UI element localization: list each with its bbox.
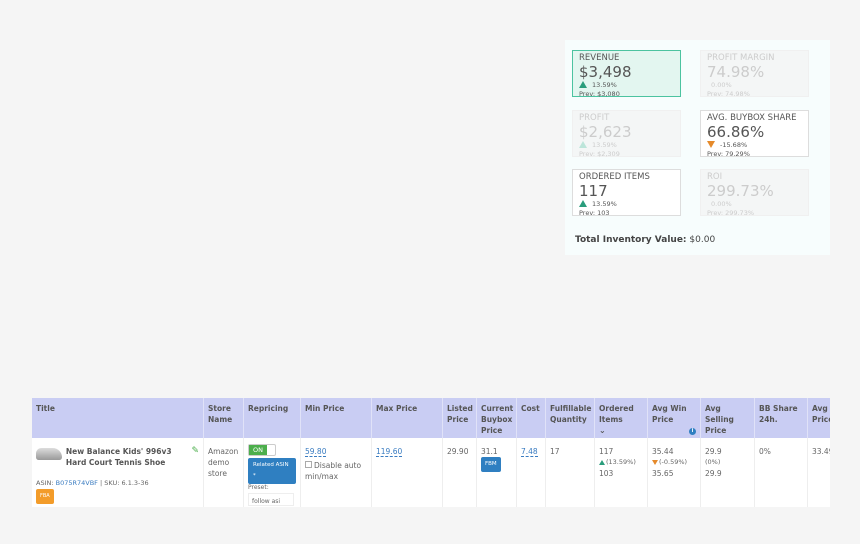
- card-prev: Prev: $3,080: [579, 90, 620, 98]
- card-value: $2,623: [579, 123, 632, 141]
- column-header-repricing[interactable]: Repricing: [244, 398, 301, 438]
- max-price-link[interactable]: 119.60: [376, 447, 403, 457]
- repricing-toggle[interactable]: ON: [248, 444, 276, 456]
- column-header-min-price[interactable]: Min Price: [301, 398, 372, 438]
- cell-listed-price: 29.90: [443, 438, 477, 507]
- cell-max-price: 119.60: [372, 438, 443, 507]
- column-header-current-buybox-price[interactable]: Current Buybox Price: [477, 398, 517, 438]
- stat-card-profit[interactable]: PROFIT $2,623 13.59% Prev: $2,309: [572, 110, 681, 158]
- card-value: 299.73%: [707, 182, 774, 200]
- product-thumbnail: [36, 448, 62, 460]
- preset-select[interactable]: follow asi: [248, 493, 294, 506]
- card-prev: Prev: 103: [579, 209, 610, 217]
- column-header-store-name[interactable]: Store Name: [204, 398, 244, 438]
- card-value: 66.86%: [707, 123, 765, 141]
- cell-title: New Balance Kids' 996v3 Hard Court Tenni…: [32, 438, 204, 507]
- card-label: PROFIT MARGIN: [707, 53, 775, 63]
- cost-link[interactable]: 7.48: [521, 447, 538, 457]
- info-icon[interactable]: i: [689, 428, 696, 435]
- edit-icon[interactable]: ✎: [191, 446, 199, 456]
- card-label: ORDERED ITEMS: [579, 172, 650, 182]
- column-header-avg-selling-price[interactable]: Avg Selling Price: [701, 398, 755, 438]
- asin-link[interactable]: B075R74VBF: [55, 479, 98, 487]
- card-prev: Prev: 79.29%: [707, 150, 750, 158]
- card-label: AVG. BUYBOX SHARE: [707, 113, 797, 123]
- cell-avg-selling: 29.9 (0%) 29.9: [701, 438, 755, 507]
- column-header-avg-win-price[interactable]: Avg Win Price i: [648, 398, 701, 438]
- column-header-title[interactable]: Title: [32, 398, 204, 438]
- cell-min-price: 59.80 Disable auto min/max: [301, 438, 372, 507]
- column-header-fulfillable-quantity[interactable]: Fulfillable Quantity: [546, 398, 595, 438]
- card-change: 0.00%: [711, 81, 732, 89]
- cell-ordered: 117 (13.59%) 103: [595, 438, 648, 507]
- column-header-max-price[interactable]: Max Price: [372, 398, 443, 438]
- cell-cost: 7.48: [517, 438, 546, 507]
- down-arrow-icon: [652, 460, 658, 465]
- column-header-avg-v-price[interactable]: Avg V Price: [808, 398, 830, 438]
- products-table: Title Store Name Repricing Min Price Max Pri…: [32, 398, 830, 507]
- column-header-bb-share-24h[interactable]: BB Share 24h.: [755, 398, 808, 438]
- card-value: 74.98%: [707, 63, 765, 81]
- stat-card-ordered-items[interactable]: ORDERED ITEMS 117 13.59% Prev: 103: [572, 169, 681, 217]
- card-label: REVENUE: [579, 53, 620, 63]
- card-prev: Prev: 74.98%: [707, 90, 750, 98]
- card-change: 13.59%: [592, 200, 617, 208]
- product-title[interactable]: New Balance Kids' 996v3 Hard Court Tenni…: [65, 447, 172, 467]
- up-arrow-icon: [599, 460, 605, 465]
- fba-badge: FBA: [36, 489, 54, 504]
- card-prev: Prev: $2,309: [579, 150, 620, 158]
- card-value: $3,498: [579, 63, 632, 81]
- stat-card-roi[interactable]: ROI 299.73% 0.00% Prev: 299.73%: [700, 169, 809, 217]
- card-change: 13.59%: [592, 81, 617, 89]
- up-arrow-icon: [579, 81, 587, 88]
- fbm-badge: FBM: [481, 457, 501, 472]
- cell-repricing: ON Related ASIN * Preset: follow asi: [244, 438, 301, 507]
- card-label: ROI: [707, 172, 723, 182]
- disable-auto-checkbox[interactable]: [305, 461, 312, 468]
- total-inventory-value: Total Inventory Value: $0.00: [575, 235, 716, 245]
- stat-card-profit-margin[interactable]: PROFIT MARGIN 74.98% 0.00% Prev: 74.98%: [700, 50, 809, 98]
- stats-panel: REVENUE $3,498 13.59% Prev: $3,080 PROFIT…: [565, 40, 830, 255]
- card-change: -15.68%: [720, 141, 748, 149]
- column-header-listed-price[interactable]: Listed Price: [443, 398, 477, 438]
- up-arrow-icon: [579, 141, 587, 148]
- cell-avg-v: 33.49: [808, 438, 830, 507]
- card-change: 0.00%: [711, 200, 732, 208]
- stat-card-revenue[interactable]: REVENUE $3,498 13.59% Prev: $3,080: [572, 50, 681, 98]
- cell-store: Amazon demo store: [204, 438, 244, 507]
- card-change: 13.59%: [592, 141, 617, 149]
- min-price-link[interactable]: 59.80: [305, 447, 327, 457]
- card-prev: Prev: 299.73%: [707, 209, 755, 217]
- up-arrow-icon: [579, 200, 587, 207]
- cell-buybox: 31.1 FBM: [477, 438, 517, 507]
- down-arrow-icon: [707, 141, 715, 148]
- column-header-ordered-items[interactable]: Ordered Items ⌄: [595, 398, 648, 438]
- cell-bb-share: 0%: [755, 438, 808, 507]
- cell-avg-win: 35.44 (-0.59%) 35.65: [648, 438, 701, 507]
- card-label: PROFIT: [579, 113, 610, 123]
- sort-chevron-icon[interactable]: ⌄: [599, 426, 606, 435]
- column-header-cost[interactable]: Cost: [517, 398, 546, 438]
- related-asin-button[interactable]: Related ASIN *: [248, 458, 296, 484]
- card-value: 117: [579, 182, 608, 200]
- stat-card-avg-buybox-share[interactable]: AVG. BUYBOX SHARE 66.86% -15.68% Prev: 7…: [700, 110, 809, 158]
- cell-fulfillable: 17: [546, 438, 595, 507]
